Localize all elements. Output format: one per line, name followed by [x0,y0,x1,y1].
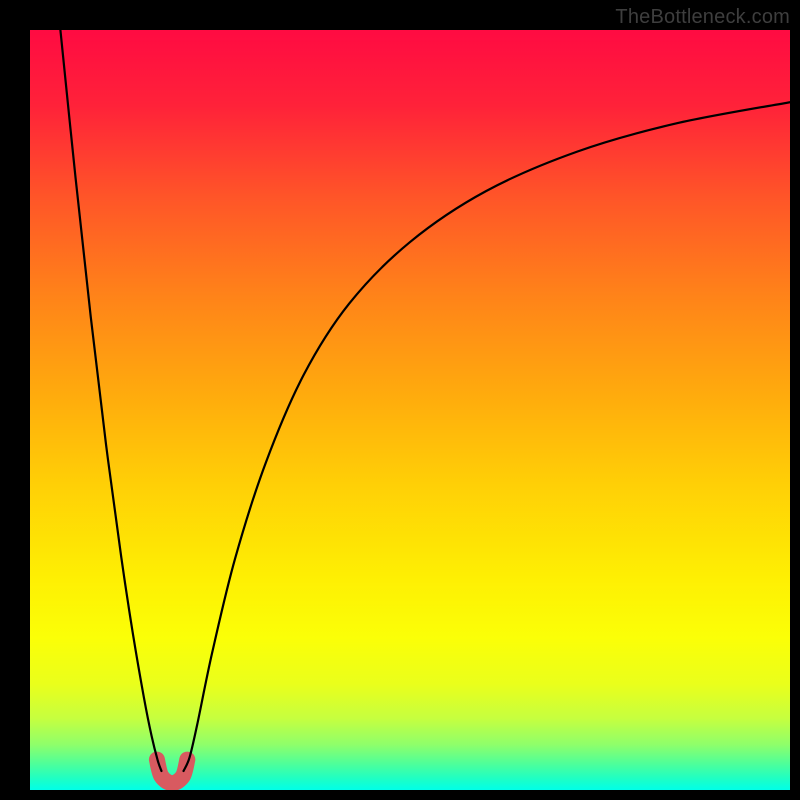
bottleneck-curve [30,30,790,790]
plot-area [30,30,790,790]
curve-right-branch [184,102,790,771]
watermark-text: TheBottleneck.com [615,6,790,29]
curve-left-branch [60,30,161,771]
chart-container: TheBottleneck.com [0,0,800,800]
